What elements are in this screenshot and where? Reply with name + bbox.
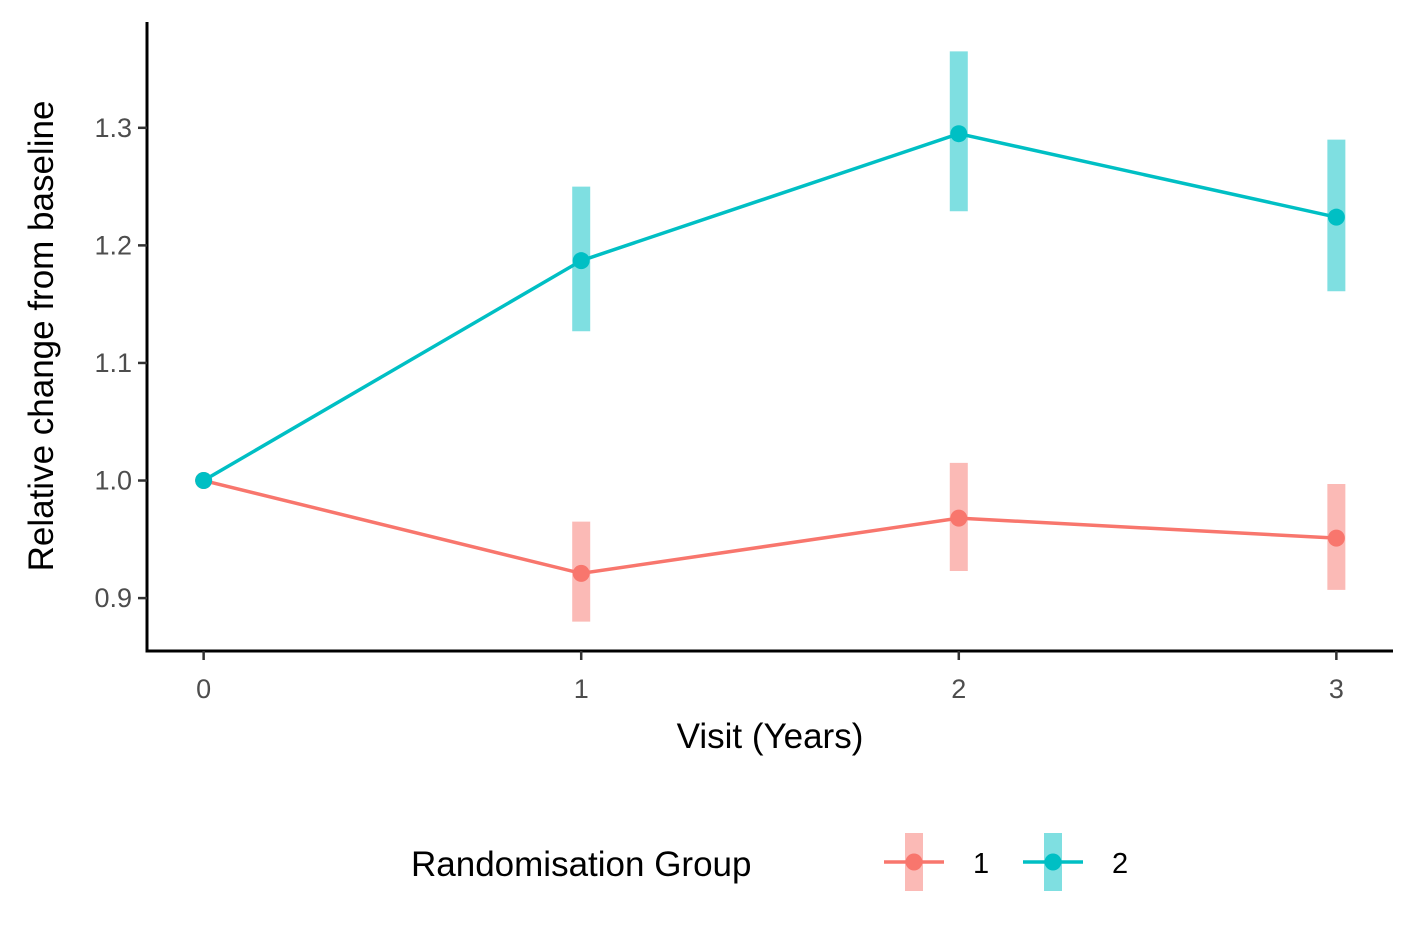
x-tick-label-0: 0 (196, 674, 211, 704)
data-point-series-1-x-2 (950, 509, 968, 527)
legend-title: Randomisation Group (411, 845, 751, 884)
x-tick-label-2: 2 (951, 674, 966, 704)
y-tick-label-1.0: 1.0 (94, 466, 132, 496)
legend-label-1: 1 (973, 848, 989, 880)
x-tick-label-3: 3 (1329, 674, 1344, 704)
y-axis-title: Relative change from baseline (22, 101, 61, 572)
series-line-2 (202, 131, 1337, 483)
ticks: 0 1 2 3 0.9 1.0 1.1 1.2 1.3 (94, 113, 1343, 704)
plot-area (195, 51, 1346, 622)
axes (145, 22, 1393, 653)
legend: Randomisation Group 1 2 (411, 833, 1128, 891)
data-point-series-1-x-3 (1327, 529, 1345, 547)
legend-label-2: 2 (1112, 848, 1128, 880)
data-point-series-2-x-2 (950, 125, 968, 143)
data-point-series-2-x-3 (1327, 208, 1345, 226)
x-tick-label-1: 1 (574, 674, 589, 704)
series-line-1 (203, 478, 1337, 576)
y-tick-label-1.3: 1.3 (94, 113, 132, 143)
data-point-series-1-x-1 (572, 564, 590, 582)
data-point-series-2-x-0 (195, 472, 213, 490)
y-tick-label-0.9: 0.9 (94, 583, 132, 613)
data-point-series-2-x-1 (572, 252, 590, 270)
y-tick-label-1.2: 1.2 (94, 230, 132, 260)
legend-key-point-1 (905, 853, 923, 871)
x-axis-title: Visit (Years) (677, 717, 864, 756)
legend-key-point-2 (1044, 853, 1062, 871)
y-tick-label-1.1: 1.1 (94, 348, 132, 378)
